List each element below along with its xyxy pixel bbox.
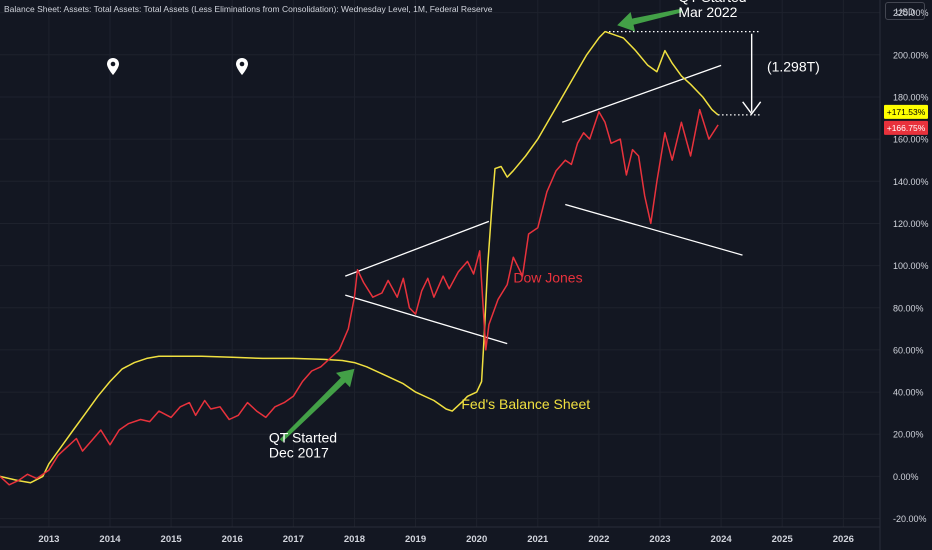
- map-pin-icon[interactable]: [235, 57, 249, 77]
- down-arrow-head: [742, 101, 762, 115]
- annotation-line: QT Started: [269, 430, 337, 446]
- y-tick-label: 200.00%: [893, 50, 929, 60]
- x-tick-label: 2026: [833, 534, 854, 545]
- series-label: Fed's Balance Sheet: [461, 396, 590, 412]
- series-label: Dow Jones: [513, 269, 582, 285]
- y-tick-label: 0.00%: [893, 472, 919, 482]
- trend-line: [565, 203, 743, 256]
- x-tick-label: 2022: [588, 534, 609, 545]
- last-value-text: +171.53%: [887, 107, 926, 117]
- x-tick-label: 2015: [161, 534, 183, 545]
- x-tick-label: 2020: [466, 534, 487, 545]
- trend-lines: [345, 31, 761, 345]
- green-arrow-icon: [279, 368, 355, 442]
- green-arrow-icon: [617, 8, 682, 32]
- x-tick-label: 2013: [38, 534, 59, 545]
- currency-selector[interactable]: USD: [885, 2, 925, 20]
- annotation-line: Mar 2022: [678, 4, 737, 20]
- y-tick-label: 80.00%: [893, 303, 924, 313]
- y-tick-label: 20.00%: [893, 430, 924, 440]
- last-value-text: +166.75%: [887, 123, 926, 133]
- y-tick-label: 180.00%: [893, 92, 929, 102]
- x-tick-label: 2018: [344, 534, 365, 545]
- x-tick-label: 2014: [99, 534, 121, 545]
- series-lines: [0, 30, 719, 486]
- chart-title: Balance Sheet: Assets: Total Assets: Tot…: [4, 4, 493, 14]
- grid: [0, 0, 880, 527]
- annotation-line: Dec 2017: [269, 445, 329, 461]
- dow-jones-line: [0, 108, 719, 486]
- y-tick-label: 220.00%: [893, 8, 929, 18]
- x-tick-label: 2021: [527, 534, 549, 545]
- y-axis: -20.00% 0.00% 20.00% 40.00% 60.00% 80.00% 100.…: [893, 8, 929, 524]
- annotation-text: (1.298T): [767, 59, 820, 75]
- y-tick-label: 120.00%: [893, 219, 929, 229]
- trend-line: [345, 220, 490, 277]
- annotation-text: QT StartedMar 2022: [678, 0, 746, 20]
- trend-line: [345, 294, 508, 345]
- y-tick-label: 100.00%: [893, 261, 929, 271]
- y-tick-label: 40.00%: [893, 388, 924, 398]
- x-tick-label: 2024: [711, 534, 733, 545]
- x-tick-label: 2025: [772, 534, 794, 545]
- x-tick-label: 2023: [649, 534, 670, 545]
- y-tick-label: 160.00%: [893, 135, 929, 145]
- trend-line: [562, 64, 722, 123]
- y-tick-label: 140.00%: [893, 177, 929, 187]
- x-tick-label: 2016: [222, 534, 243, 545]
- y-tick-label: 60.00%: [893, 345, 924, 355]
- last-value-labels: +171.53% +166.75%: [884, 104, 928, 135]
- annotation-text: QT Started Dec 2017: [269, 430, 337, 461]
- x-tick-label: 2017: [283, 534, 304, 545]
- y-tick-label: -20.00%: [893, 514, 927, 524]
- x-tick-label: 2019: [405, 534, 426, 545]
- annotation-line: QT Started: [678, 0, 746, 5]
- x-axis: 2013 2014 2015 2016 2017 2018 2019 2020 2021 2022…: [38, 534, 854, 545]
- last-value-badge: [884, 104, 928, 119]
- last-value-badge: [884, 120, 928, 135]
- fed-balance-sheet-line: [0, 30, 719, 484]
- map-pin-icon[interactable]: [106, 57, 120, 77]
